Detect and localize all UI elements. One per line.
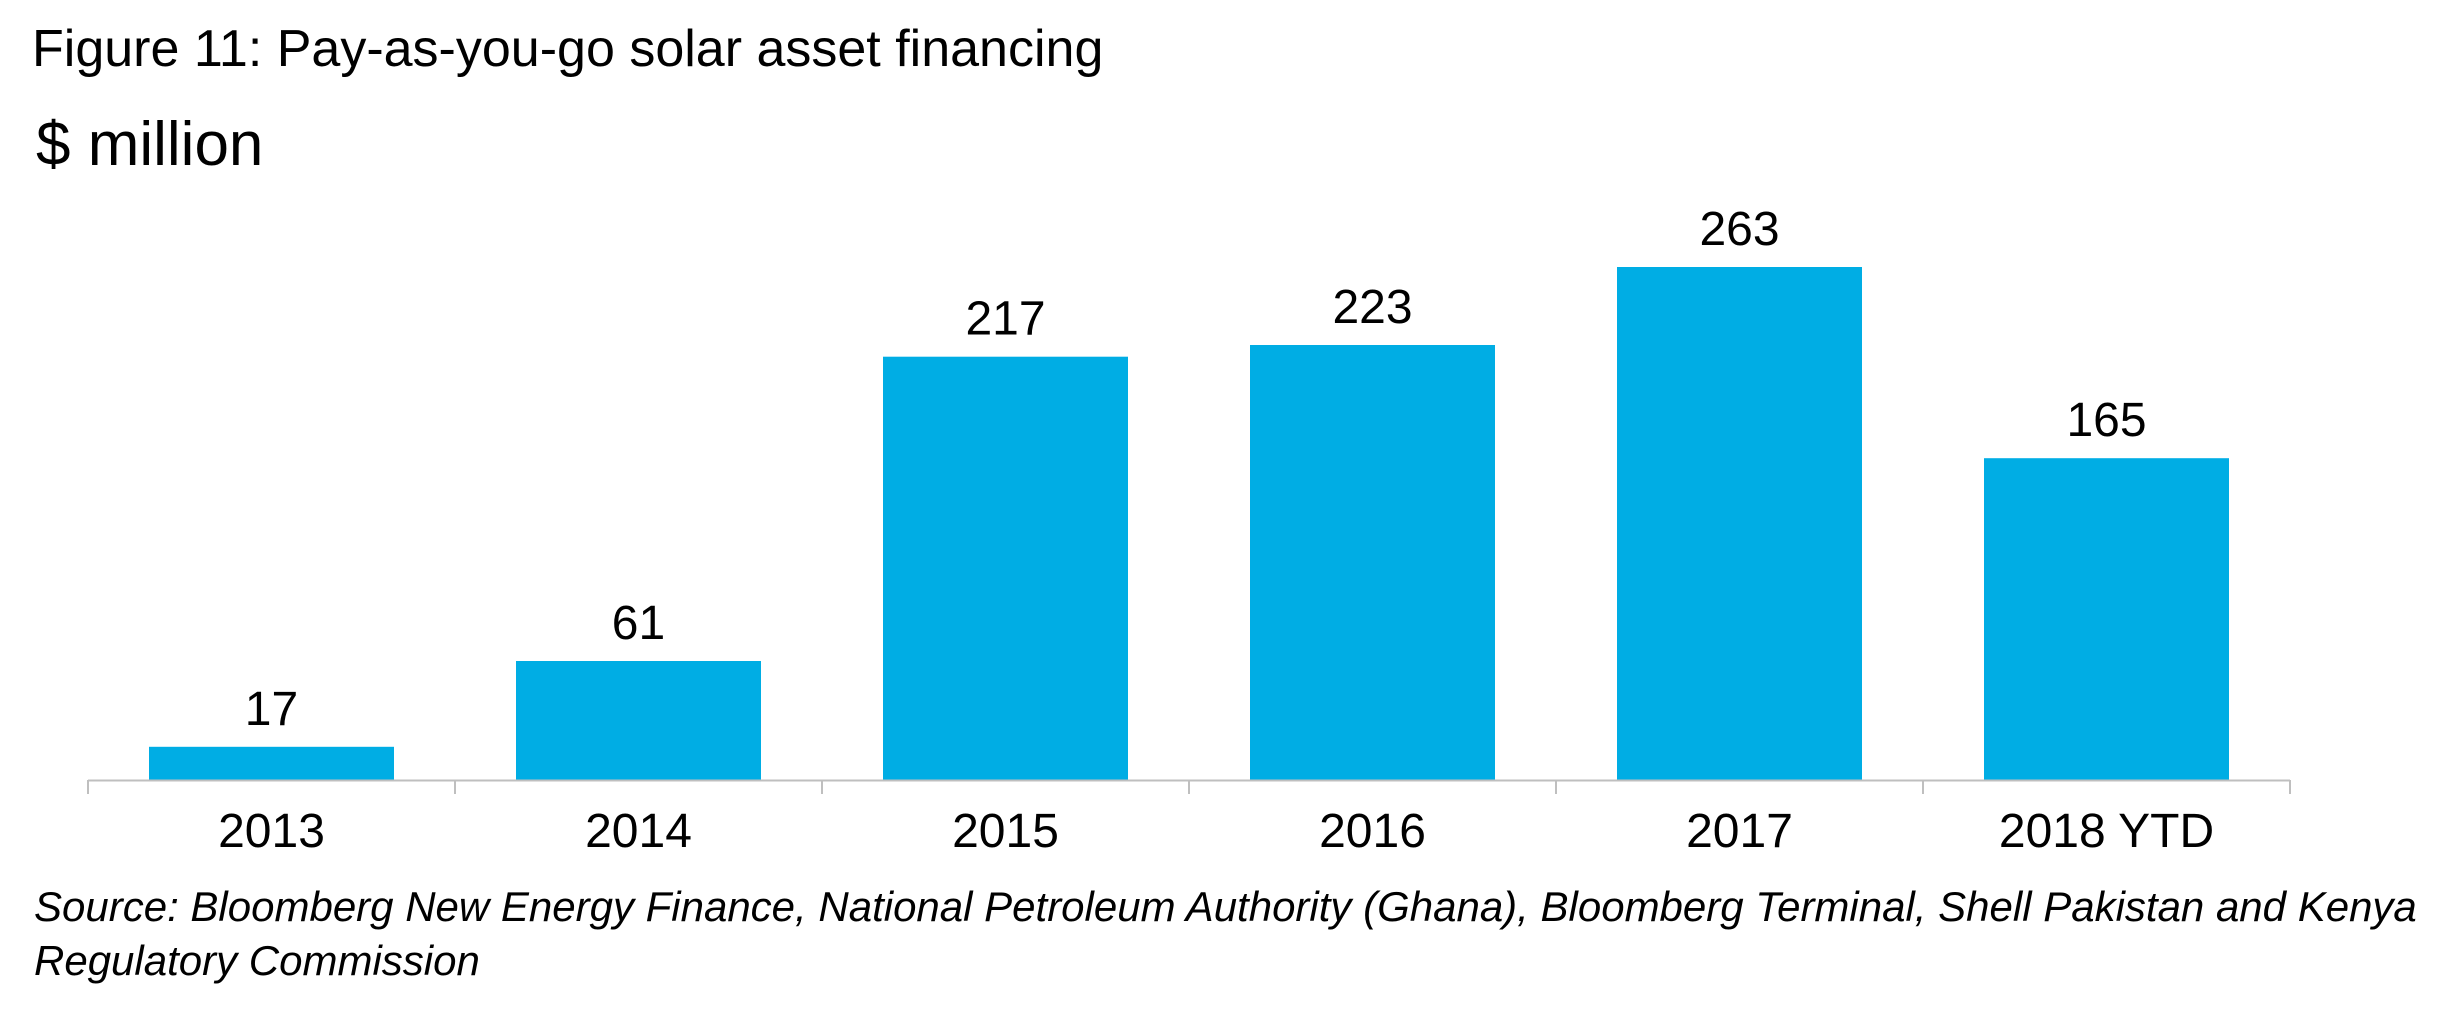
data-label: 217: [965, 293, 1045, 346]
source-note: Source: Bloomberg New Energy Finance, Na…: [34, 883, 2417, 984]
bar-2015: [883, 356, 1128, 780]
bar-chart: 17 61 217 223 263 165 2013 2014 2015 2016 2017 2018…: [87, 203, 2291, 858]
data-label: 223: [1332, 281, 1412, 334]
bar-2018-ytd: [1984, 458, 2229, 780]
x-tick-label: 2018 YTD: [1999, 805, 2214, 858]
x-tick-label: 2015: [952, 805, 1059, 858]
x-tick-label: 2016: [1319, 805, 1426, 858]
y-axis-unit-label: $ million: [36, 110, 264, 179]
bar-2016: [1250, 345, 1495, 780]
data-label: 263: [1699, 203, 1779, 256]
x-tick-label: 2014: [585, 805, 692, 858]
bar-2013: [149, 746, 394, 780]
x-tick-label: 2013: [218, 805, 325, 858]
data-label: 165: [2066, 394, 2146, 447]
data-label: 61: [612, 597, 665, 650]
x-tick-label: 2017: [1686, 805, 1793, 858]
figure-title: Figure 11: Pay-as-you-go solar asset fin…: [32, 20, 1104, 78]
data-label: 17: [245, 683, 298, 736]
bar-2014: [516, 661, 761, 780]
bar-2017: [1617, 267, 1862, 780]
